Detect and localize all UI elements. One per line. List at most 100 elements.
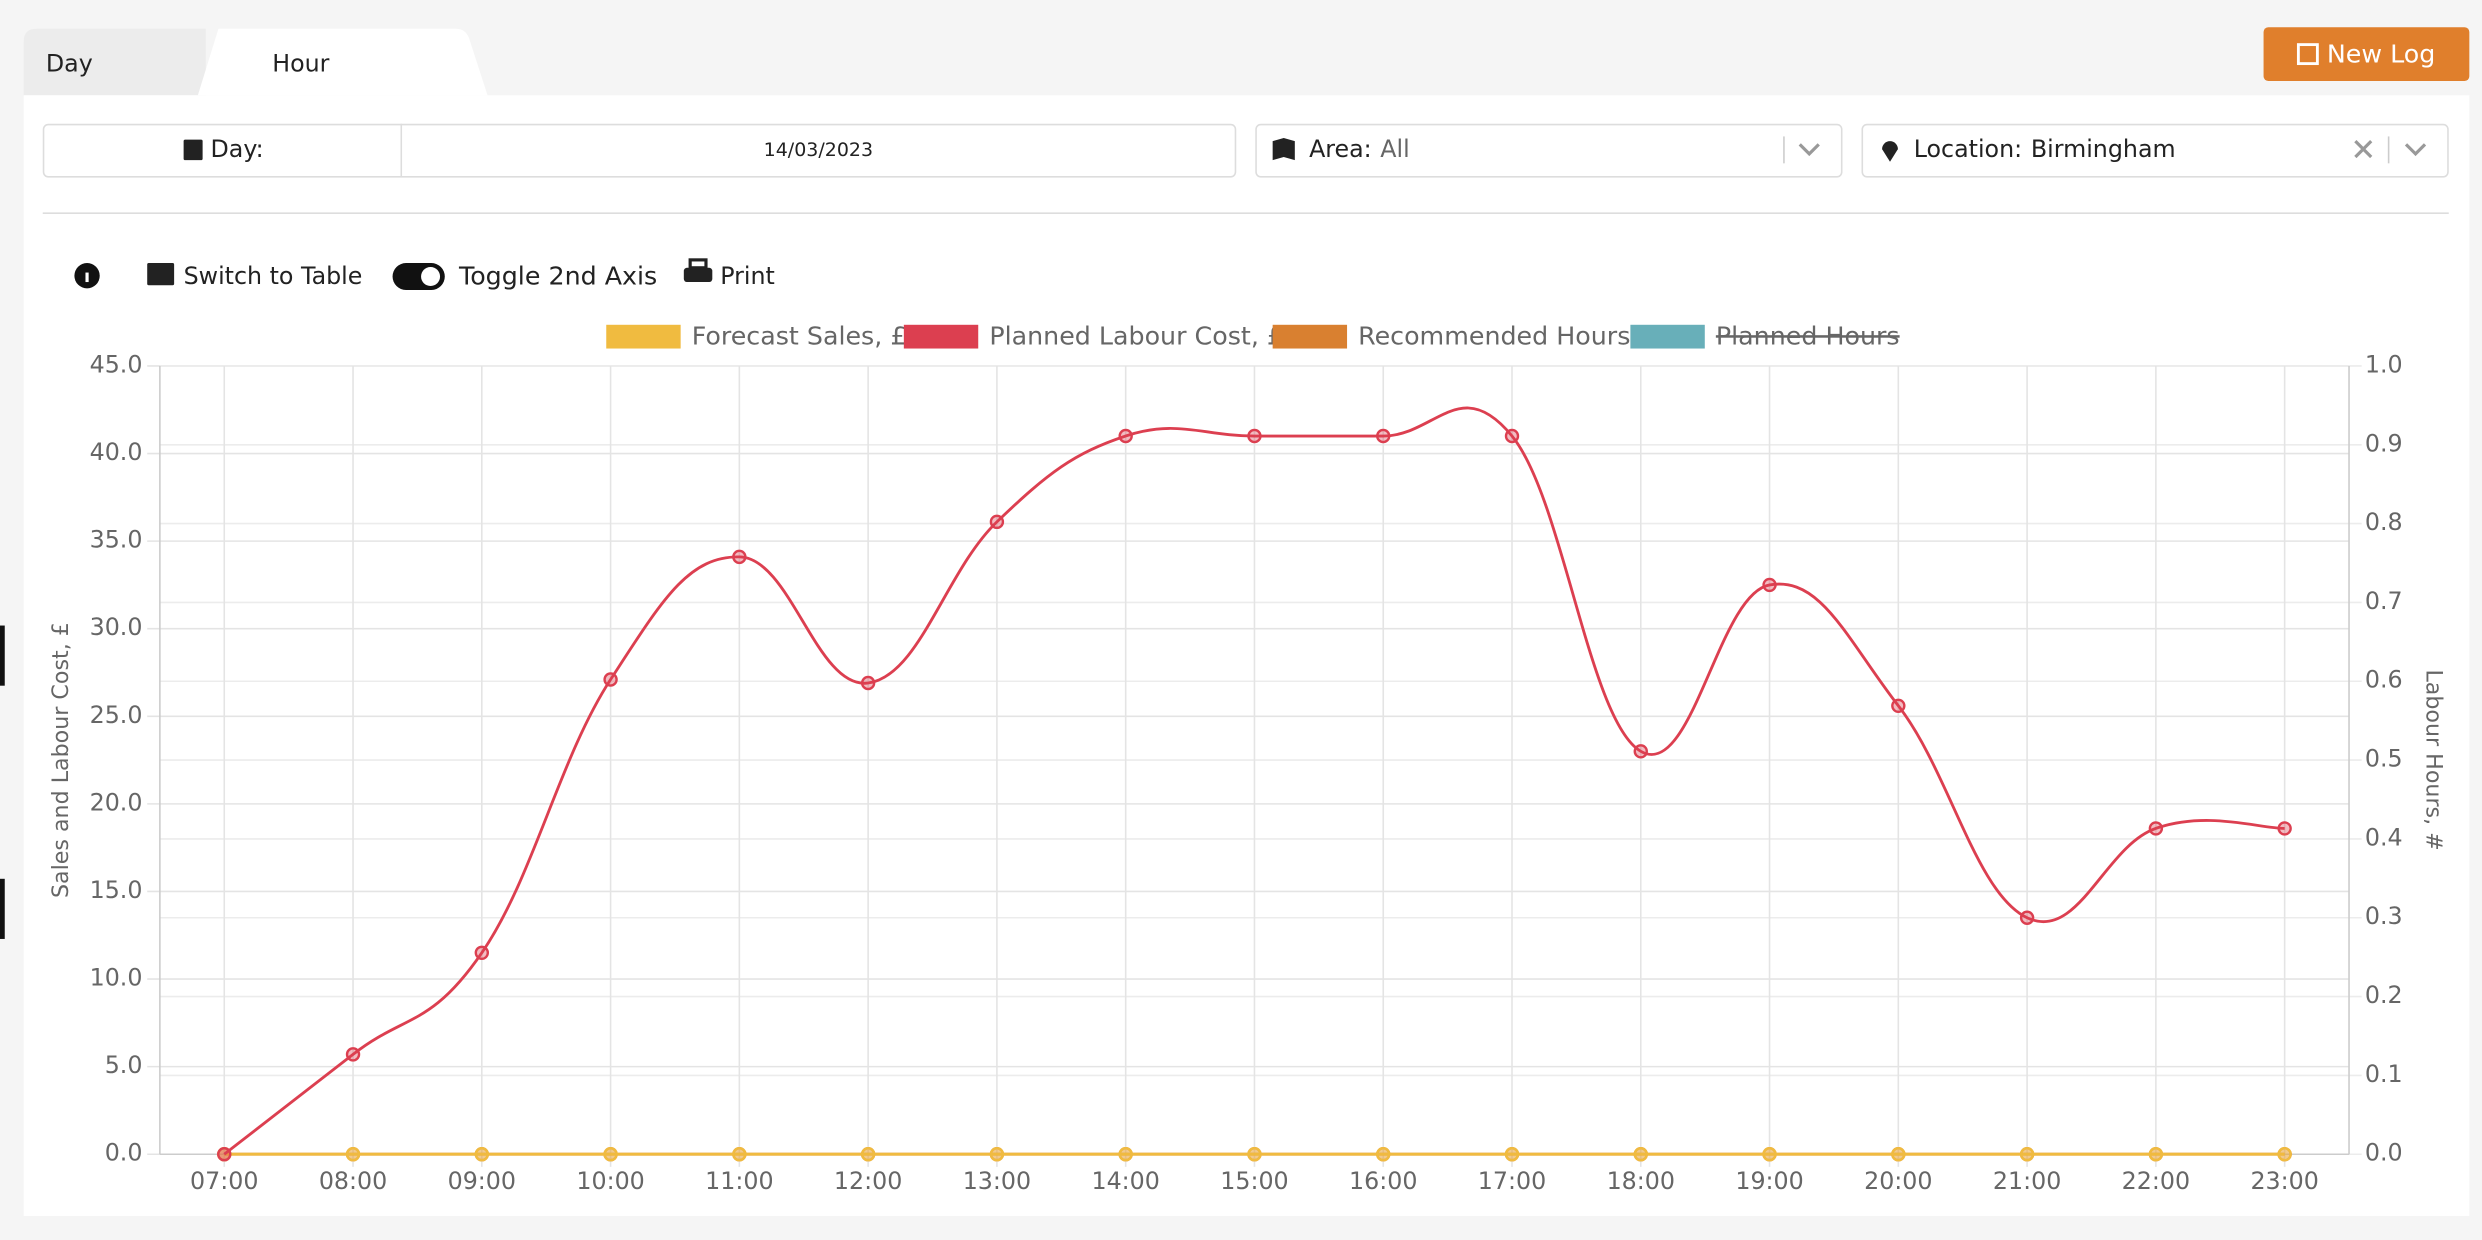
point xyxy=(1376,428,1391,444)
legend-label[interactable]: Planned Labour Cost, £ xyxy=(989,320,1283,350)
point xyxy=(1633,1147,1648,1162)
area-label: Area: xyxy=(1309,135,1372,163)
calendar-icon xyxy=(183,139,203,161)
area-value: All xyxy=(1380,135,1409,163)
x-tick-label: 16:00 xyxy=(1349,1167,1417,1195)
point xyxy=(2019,1147,2035,1162)
pin-icon xyxy=(1882,141,1898,162)
tab-hour[interactable] xyxy=(197,28,488,96)
y2-tick-label: 0.5 xyxy=(2365,745,2403,773)
toggle-knob xyxy=(421,267,441,287)
point xyxy=(1118,1147,1133,1162)
point xyxy=(1762,577,1777,593)
x-tick-label: 17:00 xyxy=(1478,1167,1546,1195)
y-tick-label: 35.0 xyxy=(90,526,143,554)
point xyxy=(2148,1147,2164,1162)
location-filter[interactable] xyxy=(1861,123,2449,178)
y-tick-label: 5.0 xyxy=(105,1051,143,1079)
point xyxy=(603,672,618,687)
side-tab xyxy=(0,625,5,686)
y2-tick-label: 0.6 xyxy=(2365,666,2403,694)
print-button[interactable]: Print xyxy=(720,262,775,290)
legend-swatch xyxy=(903,324,979,349)
switch-table[interactable]: Switch to Table xyxy=(184,262,363,290)
x-tick-label: 23:00 xyxy=(2250,1167,2318,1195)
point xyxy=(989,514,1005,530)
x-tick-label: 19:00 xyxy=(1735,1167,1803,1195)
y-tick-label: 40.0 xyxy=(90,438,143,466)
y-tick-label: 15.0 xyxy=(90,876,143,904)
y-tick-label: 10.0 xyxy=(90,964,143,992)
y2-tick-label: 0.7 xyxy=(2365,587,2403,615)
clear-icon[interactable] xyxy=(2354,140,2373,159)
table-icon xyxy=(147,263,175,286)
area-filter[interactable] xyxy=(1255,123,1843,178)
y-tick-label: 25.0 xyxy=(90,701,143,729)
y-tick-label: 0.0 xyxy=(105,1139,143,1167)
point xyxy=(732,549,747,565)
point xyxy=(2148,821,2164,836)
legend-swatch xyxy=(606,324,681,349)
tab-day[interactable] xyxy=(23,28,206,96)
x-tick-label: 13:00 xyxy=(963,1167,1031,1195)
y2-tick-label: 0.3 xyxy=(2365,902,2403,930)
day-filter[interactable] xyxy=(42,123,1237,178)
new-log-button[interactable] xyxy=(2263,27,2470,82)
print-icon-top xyxy=(688,258,708,270)
legend-label[interactable]: Recommended Hours xyxy=(1358,320,1630,350)
point xyxy=(603,1147,618,1162)
x-tick-label: 20:00 xyxy=(1864,1167,1932,1195)
y-tick-label: 20.0 xyxy=(90,788,143,816)
print-icon xyxy=(683,267,713,283)
x-tick-label: 12:00 xyxy=(834,1167,902,1195)
new-log-label[interactable]: New Log xyxy=(2327,39,2435,69)
legend-swatch xyxy=(1630,324,1705,349)
point xyxy=(1504,1147,1520,1162)
x-tick-label: 07:00 xyxy=(190,1167,258,1195)
point xyxy=(860,675,876,691)
legend-label[interactable]: Planned Hours xyxy=(1716,320,1900,350)
x-tick-label: 09:00 xyxy=(448,1167,516,1195)
chart: 0.0 5.0 10.0 15.0 20.0 25.0 30.0 35.0 40.0 45.0 0.… xyxy=(48,320,2446,1195)
y2-axis-title: Labour Hours, # xyxy=(2420,669,2446,850)
point xyxy=(474,945,490,960)
point xyxy=(1891,1147,1906,1162)
x-tick-label: 21:00 xyxy=(1993,1167,2061,1195)
legend-swatch xyxy=(1272,324,1348,349)
y2-tick-label: 0.2 xyxy=(2365,981,2403,1009)
y2-tick-label: 0.0 xyxy=(2365,1139,2403,1167)
point xyxy=(860,1147,876,1162)
point xyxy=(345,1147,361,1162)
point xyxy=(2277,821,2292,836)
card xyxy=(23,95,2470,1216)
point xyxy=(732,1147,747,1162)
chevron[interactable] xyxy=(2404,143,2427,157)
y2-tick-label: 0.1 xyxy=(2365,1060,2403,1088)
toggle-axis[interactable]: Toggle 2nd Axis xyxy=(458,260,657,290)
tab-day-label[interactable]: Day xyxy=(46,50,93,78)
date-input[interactable]: 14/03/2023 xyxy=(764,139,873,161)
point xyxy=(1891,698,1906,713)
x-tick-label: 18:00 xyxy=(1607,1167,1675,1195)
legend-label[interactable]: Forecast Sales, £ xyxy=(692,320,907,350)
point xyxy=(1247,1147,1262,1162)
y2-tick-label: 0.8 xyxy=(2365,508,2403,536)
point xyxy=(1504,428,1520,444)
point xyxy=(989,1147,1005,1162)
point xyxy=(1762,1147,1777,1162)
chevron[interactable] xyxy=(1798,143,1820,157)
tab-hour-label[interactable]: Hour xyxy=(272,50,329,78)
point xyxy=(217,1147,232,1162)
y2-tick-label: 0.9 xyxy=(2365,429,2403,457)
side-tab xyxy=(0,878,5,939)
y-tick-label: 45.0 xyxy=(90,350,143,378)
day-label: Day: xyxy=(211,135,264,163)
point xyxy=(345,1047,361,1062)
location-value: Birmingham xyxy=(2031,135,2176,163)
y2-tick-label: 1.0 xyxy=(2365,350,2403,378)
point xyxy=(1118,428,1133,444)
x-tick-label: 08:00 xyxy=(319,1167,387,1195)
x-tick-label: 22:00 xyxy=(2122,1167,2190,1195)
